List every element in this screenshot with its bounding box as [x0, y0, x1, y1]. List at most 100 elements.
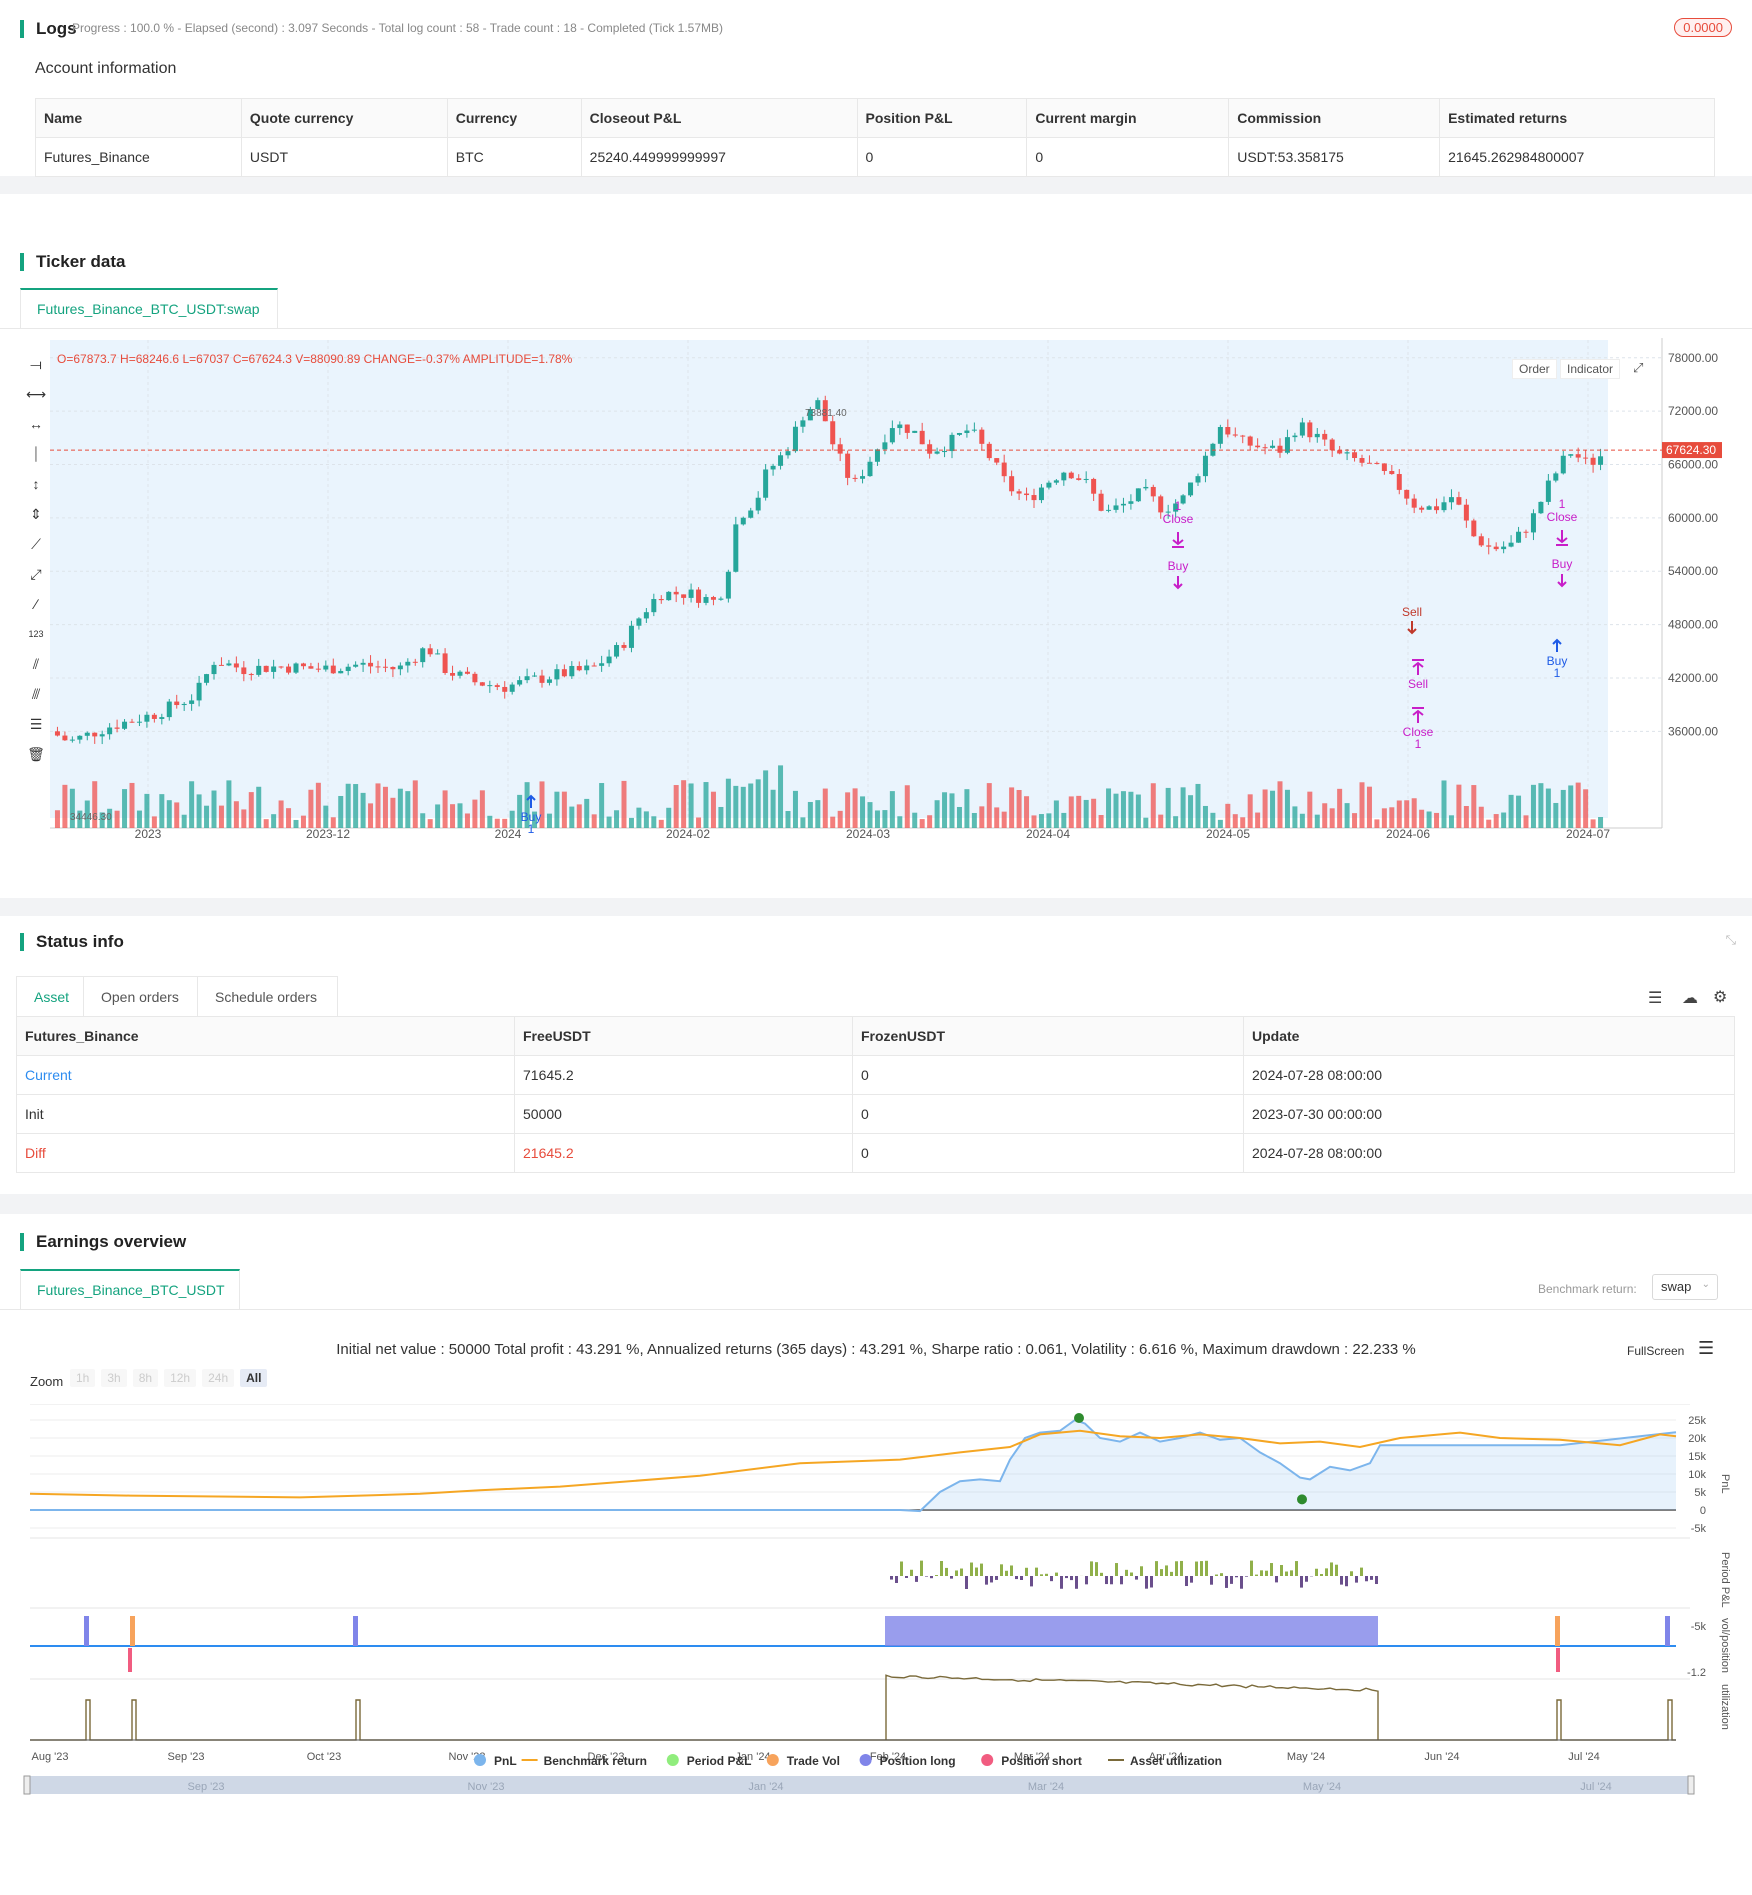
- candle-body: [1598, 456, 1604, 465]
- navigator-tick-label: Jul '24: [1580, 1781, 1611, 1793]
- tab-asset[interactable]: Asset: [16, 976, 84, 1016]
- x-tick-label: 2024-05: [1206, 827, 1250, 841]
- vertical-segment-icon[interactable]: ↕: [32, 476, 40, 492]
- navigator-tick-label: Jan '24: [748, 1781, 783, 1793]
- benchmark-select[interactable]: swap ⌄: [1652, 1274, 1718, 1300]
- earnings-tab[interactable]: Futures_Binance_BTC_USDT: [20, 1269, 240, 1309]
- volume-bar: [822, 788, 828, 828]
- period-pnl-bar: [1145, 1576, 1148, 1589]
- price-label-icon[interactable]: 123: [28, 629, 44, 639]
- volume-bar: [1583, 789, 1589, 828]
- collapse-icon[interactable]: ⤡: [1725, 932, 1736, 947]
- candle-body: [286, 666, 292, 673]
- order-button[interactable]: Order: [1512, 359, 1557, 379]
- volume-bar: [800, 817, 806, 828]
- zoom-24h-button[interactable]: 24h: [202, 1369, 235, 1387]
- tab-schedule-orders[interactable]: Schedule orders: [198, 976, 338, 1016]
- trend-ray-icon[interactable]: ⤢: [30, 566, 42, 582]
- navigator-bar[interactable]: [26, 1776, 1694, 1794]
- volume-bar: [509, 810, 515, 828]
- fullscreen-button[interactable]: FullScreen: [1627, 1344, 1685, 1358]
- volume-bar: [129, 782, 135, 828]
- cloud-download-icon[interactable]: ☁: [1682, 990, 1698, 1007]
- legend-item[interactable]: Period P&L: [666, 1754, 752, 1768]
- kline-chart[interactable]: 78000.00 72000.00 66000.00 60000.00 54000.00…: [0, 338, 1752, 898]
- legend-item[interactable]: PnL: [474, 1754, 517, 1768]
- earnings-tab-label: Futures_Binance_BTC_USDT: [37, 1282, 225, 1298]
- legend-item[interactable]: Trade Vol: [766, 1754, 840, 1768]
- tab-open-orders[interactable]: Open orders: [84, 976, 198, 1016]
- fib-retracement-icon[interactable]: ☰: [29, 716, 43, 732]
- candle-body: [271, 666, 277, 672]
- legend-item[interactable]: Position long: [859, 1754, 956, 1768]
- volume-bar: [1366, 786, 1372, 828]
- candle-body: [1113, 505, 1119, 510]
- trash-icon[interactable]: 🗑: [27, 746, 45, 762]
- candle-body: [1158, 496, 1164, 513]
- ticker-tab[interactable]: Futures_Binance_BTC_USDT:swap: [20, 288, 278, 328]
- candle-body: [1232, 434, 1238, 436]
- volume-bar: [1009, 787, 1015, 828]
- candle-body: [740, 517, 746, 525]
- volume-bar: [241, 809, 247, 828]
- legend-label: Position long: [880, 1754, 956, 1768]
- candle-body: [822, 400, 828, 422]
- period-pnl-bar: [1260, 1570, 1263, 1576]
- candle-body: [144, 714, 150, 722]
- legend-item[interactable]: Benchmark return: [521, 1754, 647, 1768]
- asset-header-cell: FrozenUSDT: [852, 1016, 1244, 1056]
- legend-item[interactable]: Asset utilization: [1108, 1754, 1222, 1768]
- parallel-channel-icon[interactable]: ⫽: [32, 656, 40, 672]
- asset-cell: 0: [852, 1133, 1244, 1173]
- candle-body: [539, 675, 545, 683]
- buy-marker-label: Buy: [1547, 654, 1568, 668]
- zoom-1h-button[interactable]: 1h: [70, 1369, 96, 1387]
- horizontal-segment-icon[interactable]: ↔: [29, 416, 43, 432]
- pnl-line: [30, 1418, 1677, 1513]
- zoom-8h-button[interactable]: 8h: [132, 1369, 159, 1387]
- vertical-line-icon[interactable]: ⏐: [32, 446, 40, 462]
- asset-cell: 2024-07-28 08:00:00: [1243, 1133, 1735, 1173]
- volume-bar: [1553, 802, 1559, 828]
- legend-item[interactable]: Position short: [981, 1754, 1082, 1768]
- navigator-handle-right[interactable]: [1687, 1775, 1695, 1795]
- x-tick-label: Feb '24: [870, 1751, 906, 1763]
- x-tick-label: 2023: [135, 827, 162, 841]
- volume-bar: [293, 819, 299, 828]
- volume-bar: [524, 782, 530, 828]
- expand-icon[interactable]: ⤢: [1629, 359, 1648, 377]
- candle-body: [457, 671, 463, 676]
- volume-bar: [1307, 791, 1313, 828]
- volume-bar: [755, 779, 761, 828]
- navigator-handle-left[interactable]: [23, 1775, 31, 1795]
- settings-gear-icon[interactable]: ⚙: [1713, 989, 1728, 1006]
- list-icon[interactable]: ☰: [1648, 990, 1663, 1007]
- menu-icon[interactable]: ☰: [1698, 1338, 1715, 1358]
- volume-bar: [69, 788, 75, 828]
- volume-bar: [1061, 812, 1067, 828]
- zoom-3h-button[interactable]: 3h: [101, 1369, 127, 1387]
- candle-body: [174, 701, 180, 706]
- table-row: Init 50000 0 2023-07-30 00:00:00: [16, 1094, 1735, 1134]
- indicator-button[interactable]: Indicator: [1560, 359, 1621, 379]
- pnl-y-tick: 20k: [1688, 1433, 1706, 1445]
- trend-line-icon[interactable]: ⟋: [31, 536, 41, 552]
- volume-bar: [397, 788, 403, 828]
- volume-bar: [599, 783, 605, 828]
- candle-body: [733, 524, 739, 572]
- candle-body: [1024, 493, 1030, 496]
- candle-body: [628, 625, 634, 648]
- candle-body: [584, 665, 590, 671]
- line-segment-icon[interactable]: ∕: [34, 596, 38, 612]
- volume-bar: [1434, 812, 1440, 828]
- candle-body: [1292, 435, 1298, 438]
- earnings-chart[interactable]: 25k 20k 15k 10k 5k 0 -5k PnL -5k Period P&L -1.2 vo…: [0, 1404, 1752, 1884]
- fib-channel-icon[interactable]: ⫻: [31, 686, 41, 702]
- horizontal-line-icon[interactable]: ⟷: [26, 386, 47, 402]
- volume-bar: [435, 804, 441, 828]
- zoom-12h-button[interactable]: 12h: [164, 1369, 197, 1387]
- horizontal-ray-icon[interactable]: ⟞: [30, 356, 42, 372]
- position-bar: [1665, 1616, 1670, 1646]
- zoom-All-button[interactable]: All: [240, 1369, 268, 1387]
- vertical-ray-icon[interactable]: ⇕: [30, 506, 42, 522]
